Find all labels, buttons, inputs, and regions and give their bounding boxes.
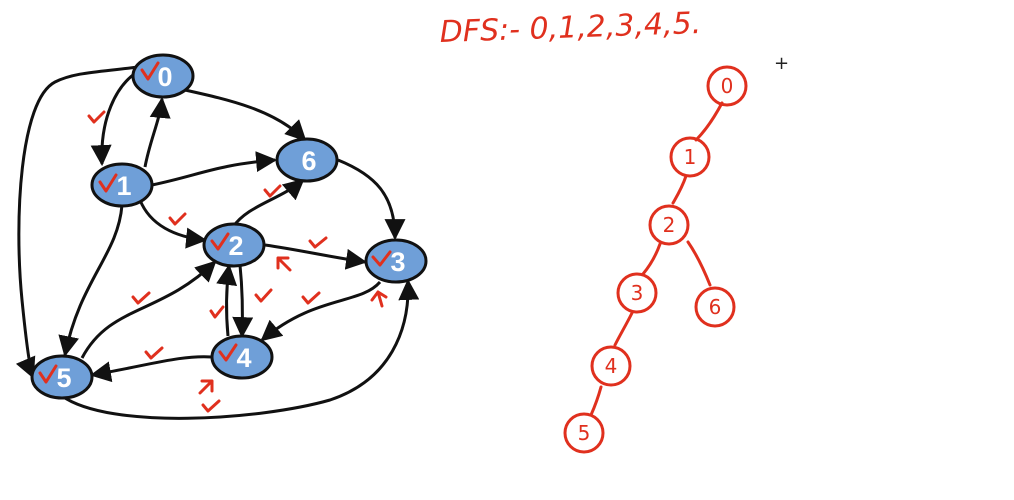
graph-node-label: 4 — [236, 343, 251, 373]
tree-node-label: 1 — [684, 145, 697, 169]
graph-node-2: 2 — [202, 222, 266, 268]
graph-node-label: 2 — [228, 231, 243, 261]
graph-node-circle — [210, 334, 274, 380]
check-mark-node-0 — [140, 61, 160, 81]
graph-nodes: 0 1 2 3 4 5 6 — [30, 53, 428, 400]
backtrack-arrow — [198, 379, 214, 395]
check-mark-edge — [254, 288, 273, 303]
tree-node-circle — [648, 204, 690, 246]
tree-node-4: 4 — [590, 345, 632, 387]
graph-node-circle — [275, 137, 339, 183]
tree-node-circle — [616, 272, 658, 314]
edge-3-4 — [260, 280, 382, 342]
tree-node-label: 2 — [663, 213, 676, 237]
backtrack-arrows — [198, 256, 388, 395]
tree-node-2: 2 — [648, 204, 690, 246]
graph-node-6: 6 — [275, 137, 339, 183]
edge-4-2 — [216, 263, 238, 337]
graph-node-circle — [131, 53, 195, 99]
crosshair-cursor-icon: + — [774, 53, 790, 74]
edge-1-2 — [138, 199, 208, 249]
tree-node-label: 0 — [721, 74, 734, 98]
graph-edges — [15, 65, 420, 420]
tree-node-3: 3 — [616, 272, 658, 314]
edge-5-2 — [80, 260, 217, 359]
check-mark-edge — [87, 110, 106, 124]
graph-node-label: 6 — [301, 146, 316, 176]
check-mark-edge — [168, 212, 187, 226]
tree-node-circle — [563, 412, 605, 454]
tree-edge-2-6 — [686, 240, 712, 287]
tree-node-0: 0 — [706, 65, 748, 107]
dfs-tree-nodes: 0 1 2 3 6 4 5 — [563, 65, 748, 454]
tree-node-circle — [694, 286, 736, 328]
graph-node-1: 1 — [90, 162, 154, 208]
graph-node-circle — [364, 238, 428, 284]
tree-node-6: 6 — [694, 286, 736, 328]
graph-node-4: 4 — [210, 334, 274, 380]
tree-node-circle — [590, 345, 632, 387]
tree-node-1: 1 — [669, 136, 711, 178]
tree-node-label: 3 — [631, 281, 644, 305]
dfs-tree-edges — [589, 101, 724, 417]
edge-2-6 — [231, 178, 305, 228]
graph-node-circle — [90, 162, 154, 208]
tree-edge-4-5 — [589, 385, 603, 417]
dfs-order-title: DFS:- 0,1,2,3,4,5. — [439, 6, 702, 50]
edge-1-0 — [143, 96, 171, 168]
tree-edge-3-4 — [613, 311, 634, 347]
graph-node-0: 0 — [131, 53, 195, 99]
graph-node-circle — [202, 222, 266, 268]
check-mark-edge — [131, 291, 151, 305]
tree-node-label: 6 — [709, 295, 722, 319]
tree-edge-0-1 — [694, 101, 724, 142]
edge-4-5 — [89, 355, 213, 383]
edge-0-6 — [184, 88, 307, 142]
tree-edge-1-2 — [671, 174, 688, 205]
tree-node-5: 5 — [563, 412, 605, 454]
check-mark-node-5 — [38, 364, 58, 384]
edge-6-3 — [337, 158, 406, 241]
backtrack-arrow — [370, 290, 388, 308]
tree-edge-2-3 — [641, 242, 662, 276]
backtrack-arrow — [276, 256, 292, 272]
edge-0-5 — [15, 65, 139, 379]
graph-node-circle — [30, 354, 94, 400]
check-mark-edge — [308, 236, 328, 249]
graph-node-label: 5 — [56, 363, 71, 393]
check-mark-edge — [144, 346, 164, 360]
check-mark-edge — [263, 184, 282, 198]
tree-node-circle — [669, 136, 711, 178]
check-mark-edge — [209, 305, 225, 319]
check-mark-edge — [301, 291, 321, 305]
node-visited-marks — [38, 61, 392, 384]
edge-visited-marks — [87, 110, 328, 413]
edge-1-6 — [151, 151, 278, 187]
edge-5-3 — [61, 278, 420, 420]
tree-node-label: 5 — [578, 421, 591, 445]
tree-node-label: 4 — [605, 354, 618, 378]
graph-node-label: 3 — [390, 247, 405, 277]
check-mark-edge — [201, 399, 221, 413]
graph-node-3: 3 — [364, 238, 428, 284]
check-mark-node-1 — [98, 173, 118, 193]
check-mark-node-4 — [218, 343, 238, 362]
check-mark-node-2 — [210, 232, 230, 251]
edge-2-3 — [264, 243, 368, 270]
tree-node-circle — [706, 65, 748, 107]
graph-node-5: 5 — [30, 354, 94, 400]
graph-node-label: 1 — [116, 171, 131, 201]
edge-1-5 — [58, 204, 124, 358]
graph-node-label: 0 — [157, 62, 172, 92]
check-mark-node-3 — [371, 250, 392, 267]
edge-2-4 — [232, 264, 254, 339]
